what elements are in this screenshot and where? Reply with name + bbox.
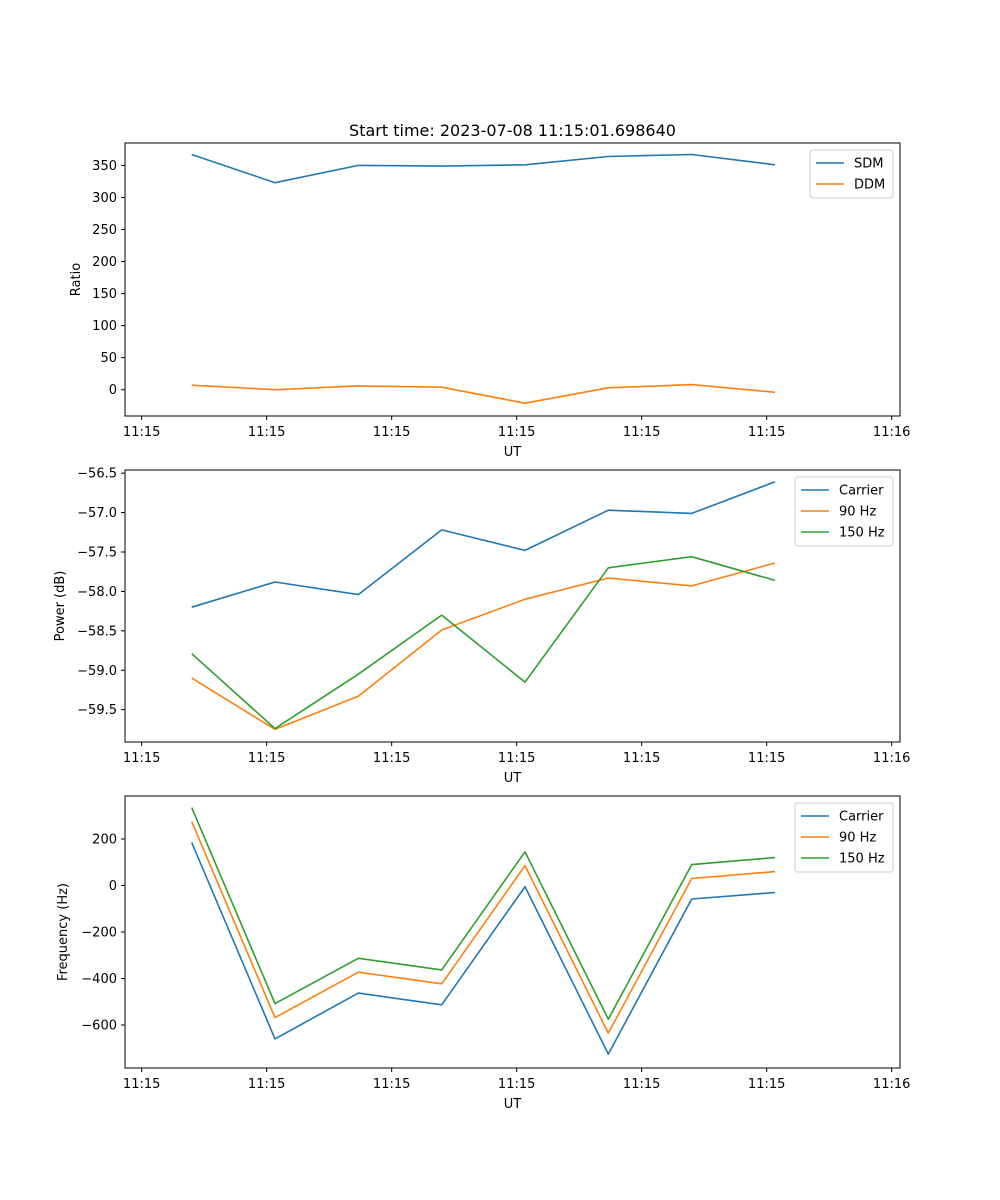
x-tick-label: 11:15 xyxy=(748,751,785,766)
y-tick-label: 200 xyxy=(92,255,117,270)
y-tick-label: 100 xyxy=(92,319,117,334)
y-tick-label: 150 xyxy=(92,287,117,302)
series-line-carrier xyxy=(191,481,776,608)
plot-frame xyxy=(124,142,901,417)
x-tick-label: 11:15 xyxy=(123,425,160,440)
legend-box xyxy=(794,802,894,873)
legend-label: 150 Hz xyxy=(839,852,885,867)
chart-title: Start time: 2023-07-08 11:15:01.698640 xyxy=(349,121,676,140)
legend-box xyxy=(794,476,894,547)
series-line-90-hz xyxy=(190,821,776,1034)
x-tick-label: 11:15 xyxy=(123,751,160,766)
legend-label: Carrier xyxy=(839,810,884,825)
x-tick-label: 11:16 xyxy=(873,1077,910,1092)
y-tick-label: −59.0 xyxy=(77,664,117,679)
x-axis-label: UT xyxy=(504,445,522,460)
legend-label: 150 Hz xyxy=(839,526,885,541)
plot-frame xyxy=(124,469,901,743)
y-tick-label: 50 xyxy=(100,351,117,366)
y-tick-label: −57.5 xyxy=(77,545,117,560)
y-tick-label: −59.5 xyxy=(77,703,117,718)
y-tick-label: −58.0 xyxy=(77,585,117,600)
x-tick-label: 11:15 xyxy=(623,1077,660,1092)
x-axis-label: UT xyxy=(504,1097,522,1112)
frequency-panel: 11:15 11:15 11:15 11:15 11:15 11:15 11:16 −600 −… xyxy=(56,795,910,1112)
series-line-carrier xyxy=(190,842,776,1055)
x-tick-label: 11:15 xyxy=(373,425,410,440)
y-axis-label: Ratio xyxy=(69,263,84,296)
x-tick-label: 11:16 xyxy=(873,751,910,766)
y-tick-label: −57.0 xyxy=(77,506,117,521)
y-tick-label: 200 xyxy=(92,833,117,848)
x-tick-label: 11:15 xyxy=(748,1077,785,1092)
y-tick-label: 0 xyxy=(109,383,117,398)
legend-label: 90 Hz xyxy=(839,831,876,846)
x-tick-label: 11:15 xyxy=(248,751,285,766)
x-tick-label: 11:15 xyxy=(373,751,410,766)
series-line-ddm xyxy=(191,383,776,405)
x-tick-label: 11:15 xyxy=(623,425,660,440)
y-tick-label: 0 xyxy=(109,879,117,894)
y-tick-label: 350 xyxy=(92,159,117,174)
y-tick-label: −58.5 xyxy=(77,624,117,639)
y-axis-label: Frequency (Hz) xyxy=(56,883,71,981)
x-tick-label: 11:15 xyxy=(248,425,285,440)
series-line-150-hz xyxy=(191,555,776,730)
x-tick-label: 11:15 xyxy=(748,425,785,440)
y-tick-label: −56.5 xyxy=(77,467,117,482)
x-axis-label: UT xyxy=(504,771,522,786)
y-tick-label: −200 xyxy=(81,926,117,941)
x-tick-label: 11:15 xyxy=(123,1077,160,1092)
legend-box xyxy=(809,149,894,199)
x-tick-label: 11:15 xyxy=(498,751,535,766)
legend-label: 90 Hz xyxy=(839,505,876,520)
y-axis-label: Power (dB) xyxy=(53,571,68,642)
ratio-panel: 11:15 11:15 11:15 11:15 11:15 11:15 11:16 0 50 10… xyxy=(69,142,910,460)
series-line-150-hz xyxy=(190,807,776,1021)
power-panel: 11:15 11:15 11:15 11:15 11:15 11:15 11:16 −59.5… xyxy=(53,467,910,786)
y-tick-label: −600 xyxy=(81,1018,117,1033)
series-line-sdm xyxy=(191,153,776,184)
x-tick-label: 11:16 xyxy=(873,425,910,440)
x-tick-label: 11:15 xyxy=(373,1077,410,1092)
x-tick-label: 11:15 xyxy=(623,751,660,766)
y-tick-label: 250 xyxy=(92,223,117,238)
x-tick-label: 11:15 xyxy=(248,1077,285,1092)
y-tick-label: −400 xyxy=(81,972,117,987)
legend-label: DDM xyxy=(854,178,885,193)
legend-label: Carrier xyxy=(839,484,884,499)
x-tick-label: 11:15 xyxy=(498,425,535,440)
legend-label: SDM xyxy=(854,157,883,172)
series-line-90-hz xyxy=(191,562,776,731)
y-tick-label: 300 xyxy=(92,191,117,206)
x-tick-label: 11:15 xyxy=(498,1077,535,1092)
